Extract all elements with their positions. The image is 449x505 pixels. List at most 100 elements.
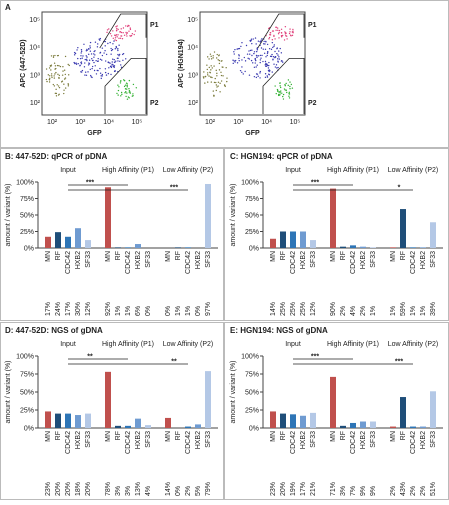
gate-label: P2	[308, 100, 317, 107]
flow-dot	[110, 47, 112, 50]
value-label: 9%	[360, 486, 367, 496]
bar	[360, 421, 366, 428]
flow-dot	[120, 31, 123, 34]
flow-dot	[251, 49, 253, 51]
x-tick-label: CDC42	[65, 431, 72, 454]
x-tick-label: SF33	[370, 431, 377, 448]
x-tick-label: RF	[55, 431, 62, 440]
flow-dot	[255, 73, 258, 75]
flow-dot	[117, 94, 119, 96]
flow-dot	[239, 69, 242, 72]
flow-dot	[279, 91, 281, 93]
flow-dot	[109, 32, 112, 35]
flow-dot	[250, 38, 253, 40]
value-label: 17%	[45, 302, 52, 316]
value-label: 2%	[390, 486, 397, 496]
value-label: 23%	[270, 482, 277, 496]
flow-dot	[215, 81, 217, 84]
flow-dot	[268, 64, 270, 67]
flow-dot	[280, 32, 283, 34]
value-label: 13%	[135, 482, 142, 496]
flow-dot	[58, 64, 60, 67]
flow-dot	[80, 62, 83, 65]
flow-dot	[128, 30, 130, 32]
flow-dot	[275, 26, 278, 29]
flow-dot	[123, 79, 125, 81]
flow-dot	[260, 39, 262, 42]
flow-dot	[277, 89, 279, 92]
flow-dot	[208, 66, 211, 69]
flow-dot	[115, 45, 117, 48]
flow-dot	[226, 77, 228, 79]
value-label: 17%	[300, 482, 307, 496]
gate-label: P1	[150, 22, 159, 29]
flow-dot	[218, 55, 220, 57]
flow-dot	[110, 49, 113, 52]
flow-dot	[259, 70, 262, 73]
flow-dot	[86, 56, 88, 58]
flow-dot	[241, 41, 243, 44]
flow-dot	[261, 38, 263, 40]
flow-dot	[123, 85, 126, 88]
flow-dot	[82, 55, 84, 57]
value-label: 39%	[430, 302, 437, 316]
flow-dot	[83, 43, 85, 45]
flow-dot	[117, 60, 119, 62]
flow-dot	[233, 53, 235, 55]
y-tick-label: 25%	[20, 408, 34, 415]
flow-dot	[234, 48, 236, 51]
flow-dot	[268, 27, 270, 30]
flow-dot	[60, 81, 63, 83]
x-tick-label: RF	[400, 251, 407, 260]
bar	[105, 371, 111, 428]
flow-dot	[210, 81, 213, 83]
bar	[45, 411, 51, 428]
flow-dot	[107, 72, 110, 75]
x-tick-label: HXB2	[300, 431, 307, 449]
bar	[125, 425, 131, 428]
flow-dot	[94, 65, 96, 67]
flow-dot	[202, 76, 205, 78]
flow-dot	[124, 84, 127, 86]
flow-dot	[89, 74, 92, 77]
x-tick-label: 10⁴	[103, 119, 114, 126]
flow-dot	[212, 57, 214, 59]
y-tick-label: 25%	[245, 229, 259, 236]
flow-dot	[125, 95, 127, 98]
value-label: 1%	[420, 306, 427, 316]
value-label: 3%	[115, 486, 122, 496]
flow-dot	[77, 57, 79, 60]
flow-dot	[251, 54, 253, 57]
flow-dot	[112, 64, 114, 66]
flow-dot	[89, 68, 91, 71]
bar	[125, 247, 131, 248]
flow-dot	[276, 47, 278, 50]
flow-dot	[263, 40, 265, 43]
flow-dot	[266, 76, 269, 78]
bar	[370, 421, 376, 428]
x-tick-label: SF33	[145, 431, 152, 448]
y-tick-label: 10²	[30, 100, 41, 107]
flow-dot	[276, 27, 279, 29]
y-tick-label: 100%	[16, 180, 34, 187]
flow-dot	[272, 46, 274, 49]
flow-dot	[99, 51, 102, 54]
y-tick-label: 25%	[245, 408, 259, 415]
flow-dot	[264, 76, 267, 79]
flow-dot	[277, 33, 280, 35]
x-tick-label: RF	[115, 251, 122, 260]
y-tick-label: 75%	[245, 372, 259, 379]
x-tick-label: 10³	[233, 119, 244, 126]
flow-dot	[254, 37, 257, 39]
x-tick-label: CDC42	[290, 431, 297, 454]
flow-dot	[46, 80, 48, 83]
flow-dot	[274, 50, 276, 53]
flow-dot	[115, 46, 118, 49]
flow-dot	[50, 69, 52, 71]
bar	[340, 425, 346, 428]
flow-dot	[113, 65, 116, 67]
flow-dot	[259, 61, 261, 64]
flow-dot	[289, 88, 291, 90]
value-label: 14%	[165, 482, 172, 496]
